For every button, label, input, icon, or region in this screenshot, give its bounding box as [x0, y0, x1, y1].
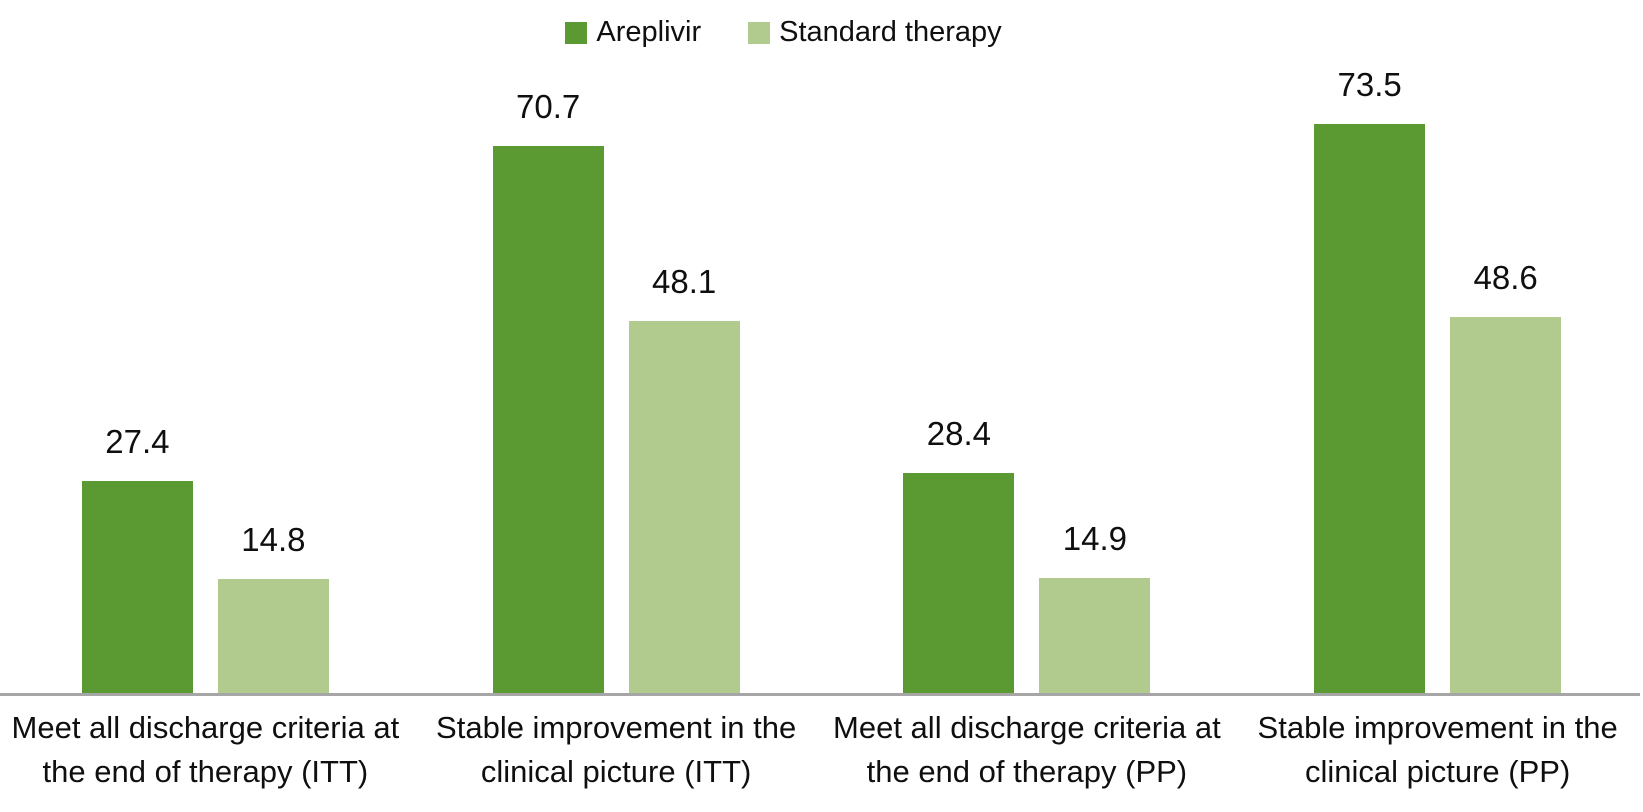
bar-areplivir: 73.5	[1314, 66, 1426, 693]
legend-swatch-standard-therapy-icon	[748, 21, 771, 44]
bar-value-label: 73.5	[1337, 66, 1402, 104]
chart-legend: Areplivir Standard therapy	[0, 10, 1605, 56]
category-label: Meet all discharge criteria at the end o…	[833, 710, 1221, 789]
category-label: Stable improvement in the clinical pictu…	[1257, 710, 1618, 789]
category-axis: Meet all discharge criteria at the end o…	[0, 706, 1643, 794]
bar-value-label: 70.7	[516, 87, 581, 125]
bar-value-label: 48.1	[652, 262, 717, 300]
legend-swatch-areplivir-icon	[565, 21, 588, 44]
bar-value-label: 28.4	[926, 415, 991, 453]
bar-group-3: 28.4 14.9	[822, 74, 1233, 693]
bar-value-label: 27.4	[105, 423, 170, 460]
bar-group-1: 27.4 14.8	[0, 74, 411, 693]
bar-standard-therapy: 14.8	[217, 521, 329, 693]
bar-areplivir: 28.4	[903, 415, 1015, 693]
bar-group-2: 70.7 48.1	[411, 74, 822, 693]
bar-standard-therapy: 48.6	[1450, 259, 1562, 693]
bar-value-label: 14.9	[1062, 519, 1127, 557]
bar-standard-therapy: 14.9	[1039, 520, 1151, 693]
bar-value-label: 14.8	[241, 520, 306, 558]
bar-group-4: 73.5 48.6	[1232, 66, 1643, 693]
bar-areplivir: 27.4	[81, 423, 193, 693]
plot-area: 27.4 14.8 70.7 48.1 28.4 14.9 73.5 48.6	[0, 66, 1643, 693]
category-label: Stable improvement in the clinical pictu…	[436, 710, 797, 789]
category-label: Meet all discharge criteria at the end o…	[11, 710, 400, 789]
legend-label-standard-therapy: Standard therapy	[779, 16, 1002, 49]
bar-areplivir: 70.7	[492, 88, 604, 693]
legend-item-standard-therapy: Standard therapy	[748, 16, 1002, 49]
legend-item-areplivir: Areplivir	[565, 16, 702, 49]
bar-standard-therapy: 48.1	[628, 263, 740, 693]
x-axis-line	[0, 693, 1640, 696]
bar-value-label: 48.6	[1473, 258, 1538, 296]
legend-label-areplivir: Areplivir	[596, 16, 702, 49]
